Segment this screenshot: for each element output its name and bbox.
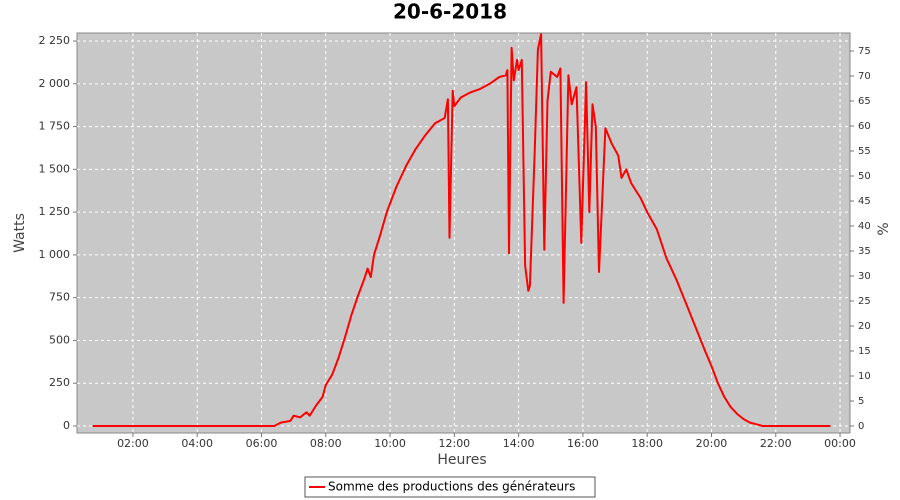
y-tick-label: 2 000 <box>39 77 71 90</box>
y-tick-label: 2 250 <box>39 34 71 47</box>
legend-label: Somme des productions des générateurs <box>328 480 575 494</box>
y-tick-label: 750 <box>49 291 70 304</box>
x-tick-label: 06:00 <box>246 437 278 450</box>
y2-tick-label: 40 <box>858 221 871 232</box>
y2-tick-label: 60 <box>858 121 871 132</box>
y2-tick-label: 50 <box>858 171 871 182</box>
x-tick-label: 02:00 <box>117 437 149 450</box>
y2-tick-label: 5 <box>858 396 864 407</box>
x-tick-label: 20:00 <box>696 437 728 450</box>
x-tick-label: 22:00 <box>760 437 792 450</box>
chart-title: 20-6-2018 <box>393 0 507 24</box>
legend-box <box>304 476 596 498</box>
y2-tick-label: 75 <box>858 46 871 57</box>
x-tick-label: 14:00 <box>503 437 535 450</box>
x-axis-label: Heures <box>437 452 486 468</box>
y2-tick-label: 55 <box>858 146 871 157</box>
y2-axis-label: % <box>876 222 892 235</box>
x-tick-label: 10:00 <box>374 437 406 450</box>
x-tick-label: 16:00 <box>567 437 599 450</box>
y-tick-label: 0 <box>63 419 70 432</box>
x-tick-label: 08:00 <box>310 437 342 450</box>
y-tick-label: 1 500 <box>39 162 71 175</box>
y2-tick-label: 30 <box>858 271 871 282</box>
plot-area <box>76 32 851 434</box>
y-tick-label: 1 250 <box>39 205 71 218</box>
x-tick-label: 00:00 <box>824 437 856 450</box>
y-tick-label: 1 750 <box>39 120 71 133</box>
x-tick-label: 04:00 <box>181 437 213 450</box>
y2-tick-label: 10 <box>858 371 871 382</box>
y2-tick-label: 65 <box>858 96 871 107</box>
data-line <box>92 33 831 427</box>
y2-tick-label: 35 <box>858 246 871 257</box>
y-axis-label: Watts <box>12 213 28 253</box>
x-tick-label: 12:00 <box>438 437 470 450</box>
y-tick-label: 500 <box>49 333 70 346</box>
y-tick-label: 250 <box>49 376 70 389</box>
y2-tick-label: 70 <box>858 71 871 82</box>
x-tick-label: 18:00 <box>631 437 663 450</box>
y2-tick-label: 15 <box>858 346 871 357</box>
y2-tick-label: 25 <box>858 296 871 307</box>
y2-tick-label: 20 <box>858 321 871 332</box>
y2-tick-label: 45 <box>858 196 871 207</box>
y2-tick-label: 0 <box>858 421 864 432</box>
y-tick-label: 1 000 <box>39 248 71 261</box>
